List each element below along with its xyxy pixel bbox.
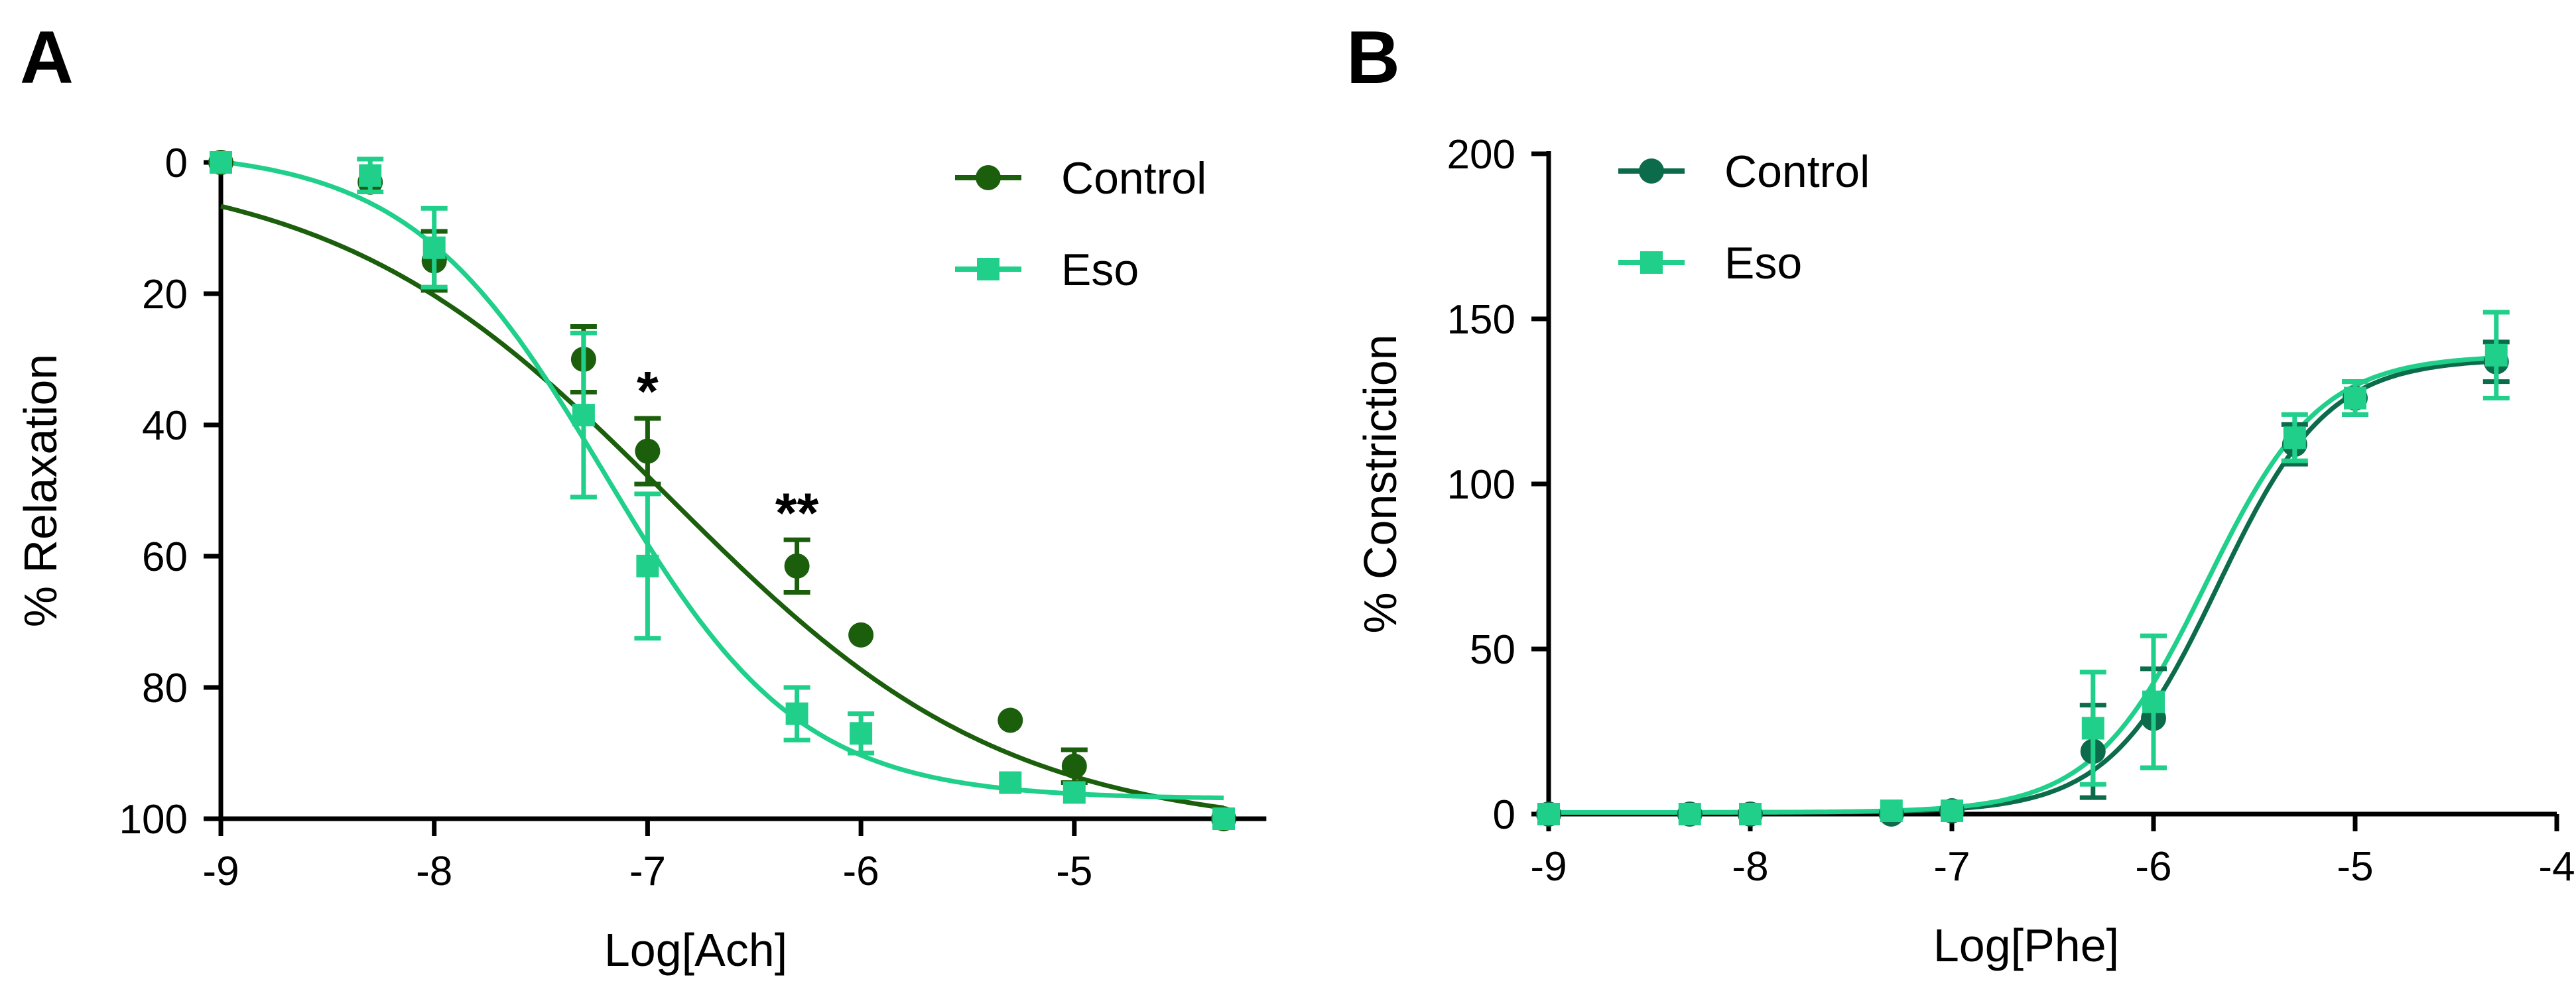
data-point-control: [635, 438, 661, 464]
legend-swatch-marker: [976, 165, 1001, 190]
legend-label: Eso: [1724, 238, 1802, 288]
x-tick-label: -5: [2337, 844, 2373, 890]
y-axis-title: % Relaxation: [15, 354, 66, 627]
y-tick-label: 40: [142, 403, 188, 449]
panel-label-a: A: [20, 16, 74, 99]
data-point-eso: [785, 702, 808, 725]
y-tick-label: 80: [142, 666, 188, 711]
data-point-eso: [422, 236, 446, 259]
data-point-eso: [1678, 803, 1701, 825]
data-point-eso: [1739, 803, 1762, 825]
x-axis-title: Log[Ach]: [604, 924, 787, 976]
data-point-eso: [1537, 803, 1560, 825]
y-tick-label: 0: [165, 141, 188, 186]
series-eso-curve: [220, 159, 1224, 801]
x-tick-label: -9: [202, 849, 239, 894]
data-point-eso: [210, 151, 232, 174]
significance-marker: *: [637, 360, 659, 422]
legend-swatch-marker: [977, 258, 999, 280]
data-point-eso: [1880, 800, 1903, 823]
significance-marker: **: [775, 481, 819, 544]
data-point-eso: [2344, 386, 2366, 410]
data-point-eso: [359, 164, 382, 187]
data-point-eso: [636, 554, 659, 577]
legend-label: Control: [1061, 153, 1206, 204]
data-point-control: [784, 553, 810, 579]
x-tick-label: -5: [1056, 849, 1092, 894]
chart-panel-a: -9 -8 -7 -6 -5 0 20 40 60 80 100 Log[Ach] % Relaxati…: [15, 141, 1267, 976]
panel-label-b: B: [1346, 16, 1400, 99]
data-point-eso: [572, 404, 595, 427]
data-point-control: [1061, 753, 1087, 779]
legend-label: Control: [1724, 147, 1870, 197]
x-tick-label: -8: [416, 849, 452, 894]
x-axis-title: Log[Phe]: [1933, 919, 2119, 971]
data-point-eso: [2484, 343, 2508, 367]
series-control-curve: [1549, 359, 2496, 815]
data-point-control: [848, 622, 874, 648]
data-point-eso: [850, 722, 873, 745]
series-control-curve: [220, 204, 1224, 811]
data-point-control: [998, 707, 1023, 733]
data-point-eso: [1212, 807, 1235, 830]
legend-label: Eso: [1061, 245, 1139, 295]
y-tick-label: 0: [1493, 792, 1515, 838]
data-point-eso: [2081, 717, 2104, 740]
y-tick-label: 60: [142, 534, 188, 580]
chart-panel-b: -9 -8 -7 -6 -5 -4 0 50 100 150 200 Log[Phe] % Constr…: [1354, 132, 2575, 971]
x-tick-label: -8: [1732, 844, 1768, 890]
legend-swatch-marker: [1639, 158, 1664, 184]
y-tick-label: 50: [1470, 627, 1515, 673]
x-tick-label: -7: [629, 849, 666, 894]
y-tick-label: 200: [1447, 132, 1515, 178]
data-point-eso: [999, 771, 1022, 794]
x-tick-label: -9: [1530, 844, 1567, 890]
x-tick-label: -6: [843, 849, 879, 894]
series-eso-curve: [1549, 355, 2496, 815]
x-tick-label: -7: [1933, 844, 1970, 890]
data-point-eso: [2142, 690, 2165, 713]
data-point-eso: [1941, 800, 1963, 823]
data-point-eso: [2283, 426, 2306, 449]
y-tick-label: 150: [1447, 297, 1515, 343]
y-axis-title: % Constriction: [1354, 334, 1406, 633]
x-tick-label: -6: [2135, 844, 2171, 890]
x-tick-label: -4: [2538, 844, 2575, 890]
y-tick-label: 100: [119, 797, 188, 843]
data-point-eso: [1063, 781, 1086, 804]
y-tick-label: 100: [1447, 462, 1515, 508]
y-tick-label: 20: [142, 272, 188, 318]
legend-swatch-marker: [1640, 251, 1663, 274]
